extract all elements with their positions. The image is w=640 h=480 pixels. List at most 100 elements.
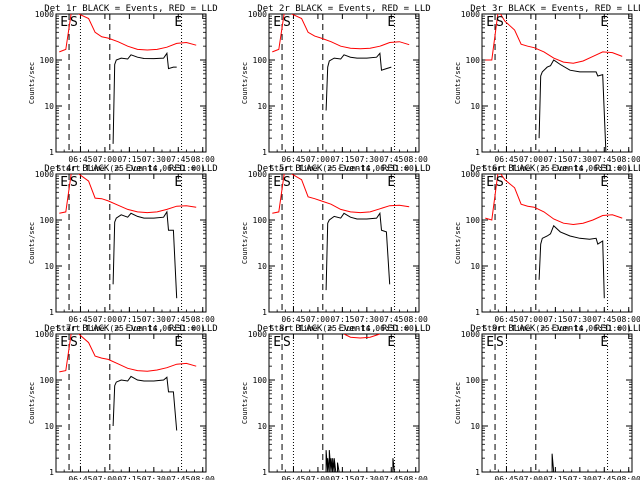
y-tick-label: 10 (44, 422, 54, 431)
detector-panel: Det 6r BLACK = Events, RED = LLD 1 10 100 10… (454, 164, 640, 333)
time-marker-label: S (496, 175, 504, 190)
y-axis-label: Counts/sec (28, 382, 36, 424)
x-tick-label: 08:00 (404, 475, 428, 480)
x-tick-label: 07:30 (568, 155, 592, 164)
panel-title: Det 3r BLACK = Events, RED = LLD (470, 4, 640, 14)
y-tick-label: 1000 (461, 170, 480, 179)
y-axis-label: Counts/sec (454, 62, 462, 104)
x-axis-label: Start Time (25-Jun-14 06:31:00) (482, 324, 631, 333)
y-tick-label: 1000 (248, 170, 267, 179)
x-tick-label: 07:15 (330, 315, 354, 324)
x-tick-label: 06:45 (281, 475, 305, 480)
x-tick-label: 07:00 (306, 315, 330, 324)
x-tick-label: 07:30 (568, 475, 592, 480)
time-marker-label: E (387, 15, 395, 30)
x-axis-label: Start Time (25-Jun-14 06:31:00) (482, 164, 631, 173)
time-marker-label: E (273, 335, 281, 350)
y-tick-label: 1000 (35, 170, 54, 179)
events-series-line (112, 375, 178, 431)
x-tick-label: 08:00 (404, 315, 428, 324)
lld-series-line (59, 174, 197, 214)
y-tick-label: 10 (470, 422, 480, 431)
panel-title: Det 5r BLACK = Events, RED = LLD (257, 164, 430, 174)
panel-title: Det 2r BLACK = Events, RED = LLD (257, 4, 430, 14)
y-tick-label: 10 (44, 262, 54, 271)
y-tick-label: 1000 (35, 10, 54, 19)
time-marker-label: E (600, 335, 608, 350)
time-marker-label: S (283, 175, 291, 190)
x-tick-label: 06:45 (494, 155, 518, 164)
lld-series-line (59, 334, 197, 373)
x-tick-label: 07:00 (519, 475, 543, 480)
y-tick-label: 100 (40, 56, 55, 65)
y-tick-label: 1 (475, 468, 480, 477)
panel-title: Det 4r BLACK = Events, RED = LLD (44, 164, 217, 174)
events-series-line (112, 51, 177, 144)
time-marker-label: E (486, 175, 494, 190)
x-tick-label: 07:30 (355, 475, 379, 480)
x-tick-label: 07:15 (543, 155, 567, 164)
events-series-line (550, 453, 555, 472)
x-tick-label: 07:15 (330, 475, 354, 480)
x-tick-label: 07:15 (543, 315, 567, 324)
y-tick-label: 1 (262, 308, 267, 317)
y-axis-label: Counts/sec (241, 62, 249, 104)
detector-panel: Det 9r BLACK = Events, RED = LLD 1 10 100 10… (454, 324, 640, 480)
y-axis-label: Counts/sec (241, 222, 249, 264)
plot-frame (268, 13, 420, 153)
plot-frame (55, 173, 207, 313)
x-tick-label: 06:45 (68, 315, 92, 324)
y-tick-label: 1 (262, 468, 267, 477)
y-tick-label: 100 (466, 376, 481, 385)
time-marker-label: E (486, 15, 494, 30)
plot-frame (55, 333, 207, 473)
lld-series-line (272, 14, 410, 53)
y-tick-label: 10 (257, 102, 267, 111)
time-marker-label: E (174, 335, 182, 350)
panel-title: Det 9r BLACK = Events, RED = LLD (470, 324, 640, 334)
x-tick-label: 07:45 (166, 315, 190, 324)
detector-panel: Det 5r BLACK = Events, RED = LLD 1 10 100 10… (241, 164, 431, 333)
y-tick-label: 1000 (248, 10, 267, 19)
y-tick-label: 1000 (248, 330, 267, 339)
x-tick-label: 07:30 (142, 475, 166, 480)
time-marker-label: E (600, 175, 608, 190)
x-tick-label: 07:00 (519, 155, 543, 164)
y-tick-label: 100 (253, 56, 268, 65)
x-tick-label: 07:15 (117, 475, 141, 480)
y-tick-label: 1 (49, 148, 54, 157)
time-marker-label: E (600, 15, 608, 30)
x-tick-label: 07:00 (93, 475, 117, 480)
y-tick-label: 1000 (461, 330, 480, 339)
detector-panel: Det 3r BLACK = Events, RED = LLD 1 10 100 10… (454, 4, 640, 173)
detector-panel: Det 4r BLACK = Events, RED = LLD 1 10 100 10… (28, 164, 218, 333)
y-tick-label: 100 (253, 216, 268, 225)
x-tick-label: 06:45 (281, 155, 305, 164)
events-series-line (325, 52, 392, 111)
x-tick-label: 07:15 (543, 475, 567, 480)
x-axis-label: Start Time (25-Jun-14 06:31:00) (269, 164, 418, 173)
lld-series-line (485, 174, 623, 226)
panel-title: Det 6r BLACK = Events, RED = LLD (470, 164, 640, 174)
x-tick-label: 07:30 (355, 315, 379, 324)
events-series-line (538, 59, 607, 152)
plot-frame (481, 13, 633, 153)
time-marker-label: S (283, 335, 291, 350)
x-tick-label: 07:00 (306, 475, 330, 480)
x-tick-label: 07:15 (117, 155, 141, 164)
x-tick-label: 07:15 (117, 315, 141, 324)
panel-title: Det 1r BLACK = Events, RED = LLD (44, 4, 217, 14)
plot-frame (55, 13, 207, 153)
x-tick-label: 06:45 (494, 475, 518, 480)
y-tick-label: 1 (475, 308, 480, 317)
y-tick-label: 10 (470, 102, 480, 111)
time-marker-label: E (273, 15, 281, 30)
x-tick-label: 08:00 (191, 155, 215, 164)
y-tick-label: 100 (40, 376, 55, 385)
y-tick-label: 10 (44, 102, 54, 111)
events-series-line (112, 210, 178, 299)
time-marker-label: S (70, 15, 78, 30)
y-axis-label: Counts/sec (28, 62, 36, 104)
y-tick-label: 1 (262, 148, 267, 157)
x-tick-label: 07:15 (330, 155, 354, 164)
